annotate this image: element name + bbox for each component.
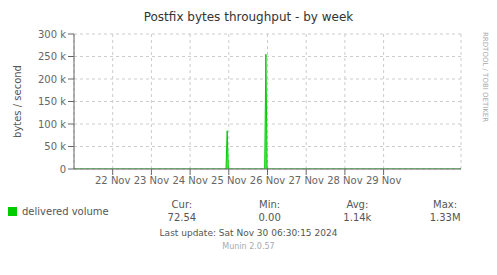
svg-text:23 Nov: 23 Nov	[134, 175, 170, 186]
html-text:1.14k: 1.14k	[343, 212, 372, 223]
svg-text:22 Nov: 22 Nov	[95, 175, 131, 186]
svg-text:0: 0	[60, 164, 66, 175]
svg-text:26 Nov: 26 Nov	[250, 175, 286, 186]
html-text:RRDTOOL / TOBI OETIKER: RRDTOOL / TOBI OETIKER	[481, 32, 489, 123]
svg-text:28 Nov: 28 Nov	[327, 175, 363, 186]
svg-text:25 Nov: 25 Nov	[211, 175, 247, 186]
html-text:Min:: Min:	[259, 199, 281, 210]
svg-text:250 k: 250 k	[38, 51, 66, 62]
html-text:Max:: Max:	[433, 199, 458, 210]
html-text:delivered volume: delivered volume	[22, 205, 109, 217]
html-text:72.54: 72.54	[167, 212, 197, 223]
html-text:Postfix bytes throughput - by: Postfix bytes throughput - by week	[143, 10, 354, 24]
svg-text:24 Nov: 24 Nov	[172, 175, 208, 186]
svg-text:50 k: 50 k	[44, 141, 66, 152]
svg-text:150 k: 150 k	[38, 96, 66, 107]
html-text:Last update: Sat Nov 30 06:30:: Last update: Sat Nov 30 06:30:15 2024	[159, 228, 338, 238]
svg-text:200 k: 200 k	[38, 74, 66, 85]
html-text:0.00: 0.00	[258, 212, 281, 223]
html-text:Munin 2.0.57: Munin 2.0.57	[222, 242, 275, 251]
html-text:1.33M: 1.33M	[429, 212, 461, 223]
svg-text:29 Nov: 29 Nov	[366, 175, 402, 186]
html-text:Cur:: Cur:	[171, 199, 193, 210]
svg-text:100 k: 100 k	[38, 119, 66, 130]
svg-text:27 Nov: 27 Nov	[288, 175, 324, 186]
html-text:Avg:: Avg:	[346, 199, 369, 210]
svg-text:bytes / second: bytes / second	[12, 65, 23, 138]
svg-text:300 k: 300 k	[38, 29, 66, 40]
